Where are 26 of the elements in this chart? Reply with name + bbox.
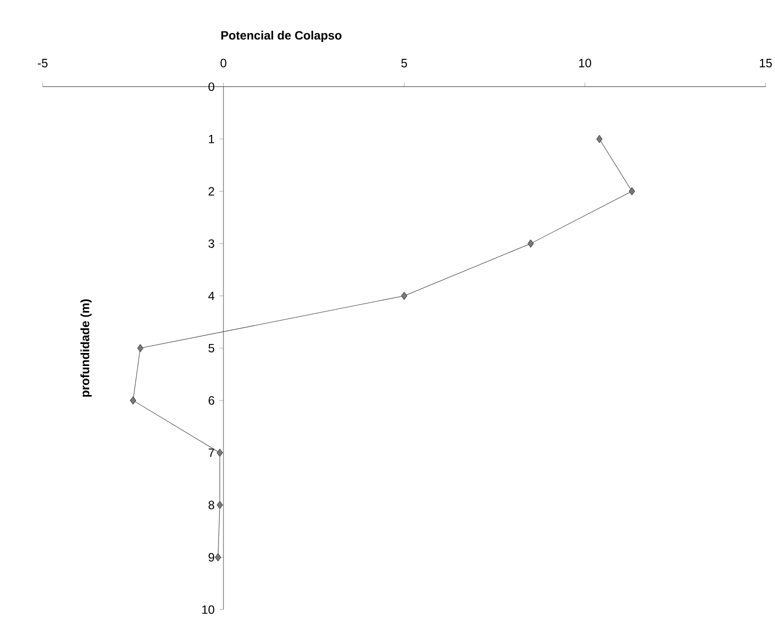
point	[628, 187, 635, 196]
y-tick-label: 9	[208, 552, 214, 562]
y-tick-label: 2	[208, 186, 214, 196]
y-tick-label: 10	[202, 605, 214, 614]
x-tick-label: 15	[760, 58, 772, 68]
y-tick-label: 8	[208, 500, 214, 510]
x-tick-label: 10	[579, 58, 592, 68]
y-axis-title: profundidade (m)	[80, 299, 92, 397]
x-tick-label: 0	[220, 58, 226, 68]
y-tick-label: 5	[208, 344, 214, 352]
point	[137, 344, 144, 352]
y-tick-label: 4	[208, 292, 214, 300]
point	[216, 448, 223, 457]
chart-title: Potencial de Colapso	[221, 30, 342, 42]
point	[216, 500, 223, 509]
point	[596, 134, 602, 143]
point	[401, 292, 408, 300]
y-tick-label: 1	[208, 134, 214, 143]
y-tick-label: 3	[208, 239, 214, 248]
y-tick-label: 7	[208, 448, 214, 457]
x-tick-label: 5	[401, 58, 408, 68]
point	[214, 553, 222, 562]
y-tick-label: 6	[208, 396, 214, 405]
point	[130, 396, 136, 404]
point	[528, 239, 534, 248]
x-tick-label: -5	[38, 58, 48, 68]
